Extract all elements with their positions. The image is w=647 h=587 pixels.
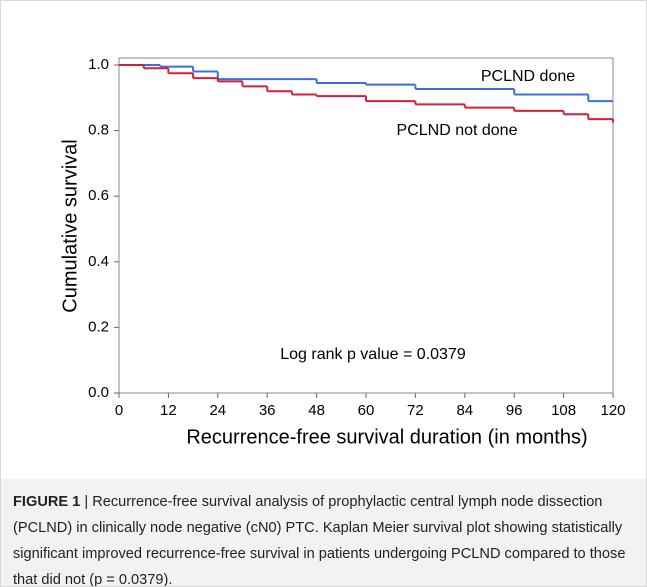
x-tick-label: 24 <box>209 402 226 419</box>
plot-frame <box>118 57 614 394</box>
x-tick-label: 96 <box>506 402 523 419</box>
x-tick-label: 72 <box>407 402 424 419</box>
x-tick-label: 120 <box>600 402 625 419</box>
annotation: Log rank p value = 0.0379 <box>280 346 466 363</box>
y-axis-label: Cumulative survival <box>59 139 81 312</box>
y-tick-label: 0.2 <box>88 318 109 335</box>
x-tick-label: 36 <box>259 402 276 419</box>
x-tick-label: 12 <box>160 402 177 419</box>
x-tick-label: 60 <box>358 402 375 419</box>
caption-text: | Recurrence-free survival analysis of p… <box>13 494 626 587</box>
y-tick-label: 0.8 <box>88 122 109 139</box>
y-tick-label: 0.4 <box>88 253 109 270</box>
legend-label: PCLND done <box>481 68 575 85</box>
x-tick-label: 108 <box>551 402 576 419</box>
caption-label: FIGURE 1 <box>13 494 81 510</box>
y-tick-label: 0.0 <box>88 384 109 401</box>
chart: Recurrence-free survival duration (in mo… <box>59 56 625 448</box>
legend-label: PCLND not done <box>397 122 518 139</box>
x-tick-label: 0 <box>115 402 123 419</box>
x-tick-label: 84 <box>456 402 473 419</box>
y-tick-label: 0.6 <box>88 187 109 204</box>
x-axis-label: Recurrence-free survival duration (in mo… <box>186 426 587 448</box>
caption: FIGURE 1 | Recurrence-free survival anal… <box>1 479 646 586</box>
y-tick-label: 1.0 <box>88 56 109 73</box>
x-tick-label: 48 <box>308 402 325 419</box>
